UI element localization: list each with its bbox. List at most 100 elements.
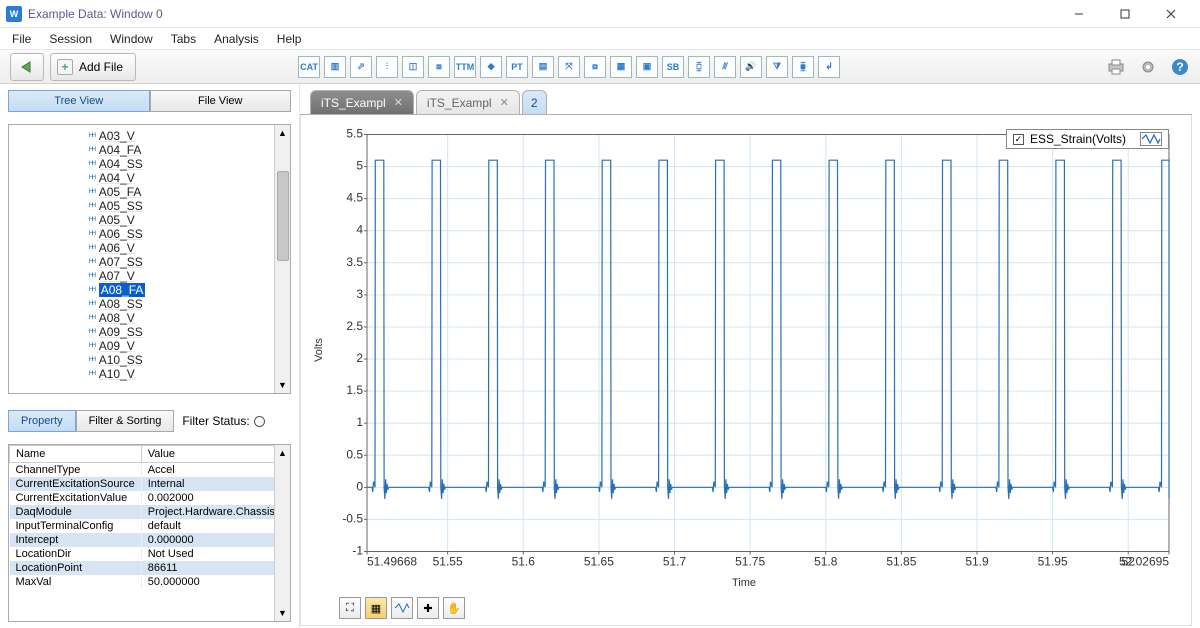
tree-item[interactable]: ᴴᴴA09_V [89,339,290,353]
tree-item[interactable]: ᴴᴴA04_SS [89,157,290,171]
close-icon[interactable]: ✕ [394,96,403,109]
file-tab-1[interactable]: iTS_Exampl ✕ [310,90,414,114]
property-row[interactable]: MaxVal50.000000 [10,575,290,589]
tool-icon-1[interactable]: ▥ [324,56,346,78]
filter-sorting-tab[interactable]: Filter & Sorting [76,410,175,432]
tool-icon-10[interactable]: ⤧ [558,56,580,78]
tool-icon-3[interactable]: ⫶ [376,56,398,78]
tree-item[interactable]: ᴴᴴA08_FA [89,283,290,297]
property-row[interactable]: CurrentExcitationValue0.002000 [10,491,290,505]
zoom-xy-icon[interactable] [391,597,413,619]
tree-item[interactable]: ᴴᴴA08_SS [89,297,290,311]
tree-view-tab[interactable]: Tree View [8,90,150,112]
svg-text:51.49668: 51.49668 [367,555,417,569]
file-tab-2-label: iTS_Exampl [427,96,492,110]
tool-icon-14[interactable]: SB [662,56,684,78]
svg-text:51.85: 51.85 [886,555,916,569]
tree-item[interactable]: ᴴᴴA10_V [89,367,290,381]
tool-icon-20[interactable]: ↲ [818,56,840,78]
signal-tree[interactable]: ᴴᴴA03_VᴴᴴA04_FAᴴᴴA04_SSᴴᴴA04_VᴴᴴA05_FAᴴᴴ… [9,125,290,393]
menu-help[interactable]: Help [269,29,310,49]
menu-analysis[interactable]: Analysis [206,29,267,49]
scroll-down-icon[interactable]: ▼ [275,605,290,621]
tool-icon-9[interactable]: ▤ [532,56,554,78]
print-icon[interactable] [1106,57,1126,77]
tree-item[interactable]: ᴴᴴA05_SS [89,199,290,213]
chart-legend[interactable]: ✓ ESS_Strain(Volts) [1006,129,1169,149]
crosshair-icon[interactable]: ✚ [417,597,439,619]
tree-item[interactable]: ᴴᴴA06_SS [89,227,290,241]
menu-window[interactable]: Window [102,29,161,49]
file-view-tab[interactable]: File View [150,90,292,112]
tool-icon-6[interactable]: TTM [454,56,476,78]
property-row[interactable]: LocationPoint86611 [10,561,290,575]
tree-item[interactable]: ᴴᴴA08_V [89,311,290,325]
maximize-button[interactable] [1102,0,1148,28]
property-row[interactable]: DaqModuleProject.Hardware.Chassis [10,505,290,519]
tree-item[interactable]: ᴴᴴA06_V [89,241,290,255]
tree-item[interactable]: ᴴᴴA03_V [89,129,290,143]
zoom-extents-icon[interactable]: ⛶ [339,597,361,619]
tool-icon-19[interactable]: ⧯ [792,56,814,78]
signal-icon: ᴴᴴ [89,355,95,365]
tool-icon-5[interactable]: ⧈ [428,56,450,78]
tool-icon-15[interactable]: ⧮ [688,56,710,78]
tool-icon-7[interactable]: ◆ [480,56,502,78]
svg-text:51.75: 51.75 [735,555,765,569]
property-row[interactable]: CurrentExcitationSourceInternal [10,477,290,491]
close-icon[interactable]: ✕ [500,96,509,109]
property-row[interactable]: Intercept0.000000 [10,533,290,547]
property-row[interactable]: InputTerminalConfigdefault [10,519,290,533]
back-button[interactable] [10,53,44,81]
property-tab[interactable]: Property [8,410,76,432]
menu-tabs[interactable]: Tabs [163,29,204,49]
menu-session[interactable]: Session [41,29,100,49]
tree-item[interactable]: ᴴᴴA07_V [89,269,290,283]
help-icon[interactable]: ? [1170,57,1190,77]
property-scrollbar[interactable]: ▲ ▼ [274,445,290,621]
add-file-button[interactable]: + Add File [50,53,136,81]
col-value[interactable]: Value [141,446,289,463]
tool-icon-0[interactable]: CAT [298,56,320,78]
tool-icon-17[interactable]: 🔊 [740,56,762,78]
file-tab-2[interactable]: iTS_Exampl ✕ [416,90,520,114]
tool-icon-12[interactable]: ▦ [610,56,632,78]
property-row[interactable]: LocationDirNot Used [10,547,290,561]
file-tab-3[interactable]: 2 [522,90,547,114]
scroll-down-icon[interactable]: ▼ [275,377,290,393]
zoom-box-icon[interactable]: ▦ [365,597,387,619]
tree-scrollbar[interactable]: ▲ ▼ [274,125,290,393]
tree-box: ᴴᴴA03_VᴴᴴA04_FAᴴᴴA04_SSᴴᴴA04_VᴴᴴA05_FAᴴᴴ… [8,124,291,394]
tree-item[interactable]: ᴴᴴA09_SS [89,325,290,339]
close-button[interactable] [1148,0,1194,28]
signal-icon: ᴴᴴ [89,131,95,141]
tool-icon-2[interactable]: ⬀ [350,56,372,78]
file-tab-3-label: 2 [531,96,538,110]
pan-icon[interactable]: ✋ [443,597,465,619]
scroll-up-icon[interactable]: ▲ [275,125,290,141]
tool-icon-4[interactable]: ◫ [402,56,424,78]
tool-icon-18[interactable]: ⧩ [766,56,788,78]
tree-item[interactable]: ᴴᴴA04_V [89,171,290,185]
tree-item[interactable]: ᴴᴴA05_V [89,213,290,227]
tree-item[interactable]: ᴴᴴA04_FA [89,143,290,157]
svg-text:1: 1 [356,415,363,429]
chart-plot[interactable]: -1-0.500.511.522.533.544.555.551.4966851… [327,125,1177,575]
property-row[interactable]: ChannelTypeAccel [10,463,290,478]
legend-checkbox[interactable]: ✓ [1013,134,1024,145]
tree-item[interactable]: ᴴᴴA07_SS [89,255,290,269]
gear-icon[interactable] [1138,57,1158,77]
tree-item[interactable]: ᴴᴴA05_FA [89,185,290,199]
svg-text:2.5: 2.5 [346,319,363,333]
menu-file[interactable]: File [4,29,39,49]
scroll-up-icon[interactable]: ▲ [275,445,290,461]
col-name[interactable]: Name [10,446,142,463]
tool-icon-11[interactable]: ⧇ [584,56,606,78]
tool-icon-16[interactable]: ⫻ [714,56,736,78]
tool-icon-13[interactable]: ▣ [636,56,658,78]
tree-item[interactable]: ᴴᴴA10_SS [89,353,290,367]
minimize-button[interactable] [1056,0,1102,28]
scroll-thumb[interactable] [277,171,289,261]
tool-icon-8[interactable]: PT [506,56,528,78]
window-title: Example Data: Window 0 [28,7,163,21]
